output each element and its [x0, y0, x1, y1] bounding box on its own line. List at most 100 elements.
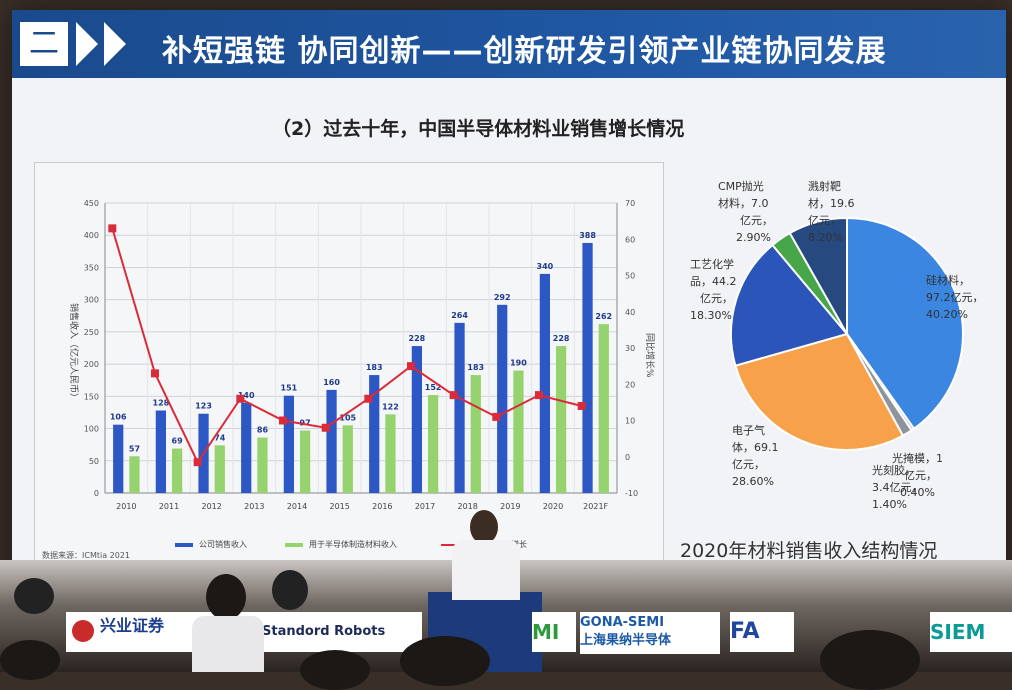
x-tick-label: 2021F	[583, 502, 608, 511]
data-label-materials: 105	[339, 413, 356, 422]
data-label-company: 140	[238, 391, 255, 400]
y-left-tick-label: 200	[84, 360, 99, 369]
y-right-tick-label: 20	[625, 380, 635, 389]
audience-head	[400, 636, 490, 686]
data-label-company: 183	[366, 363, 383, 372]
sponsor-logo-mi: MI	[532, 612, 576, 652]
sponsor-logo-robots: Standord Robots	[262, 612, 422, 652]
pie-slice	[846, 216, 964, 431]
x-tick-label: 2014	[287, 502, 307, 511]
chevron-icon	[104, 22, 126, 66]
y-right-tick-label: 70	[625, 199, 635, 208]
bar-chart: 0 50 100 150 200 250 300 350 400 450 -10 0 10 20 30 40 5…	[68, 199, 656, 549]
data-label-materials: 262	[595, 312, 612, 321]
bar-materials-revenue	[172, 448, 183, 493]
x-tick-label: 2017	[415, 502, 435, 511]
bar-materials-revenue	[342, 425, 353, 493]
legend-label-company: 公司销售收入	[199, 539, 247, 549]
pie-label-gas: 电子气 体，69.1 亿元， 28.60%	[732, 424, 779, 488]
bar-materials-revenue	[598, 324, 609, 493]
x-tick-label: 2015	[329, 502, 349, 511]
bar-company-revenue	[582, 242, 593, 493]
pie-label-target: 溅射靶 材，19.6 亿元， 8.20%	[808, 180, 855, 244]
audience-head	[0, 640, 60, 680]
data-label-materials: 97	[300, 418, 311, 427]
legend-swatch-company	[175, 543, 193, 547]
pie-label-silicon: 硅材料， 97.2亿元， 40.20%	[926, 274, 984, 321]
projection-screen: 二 补短强链 协同创新——创新研发引领产业链协同发展 （2）过去十年，中国半导体…	[12, 10, 1006, 610]
y-right-tick-label: 60	[625, 235, 635, 244]
audience-head	[206, 574, 246, 620]
data-label-company: 128	[153, 399, 170, 408]
data-label-materials: 122	[382, 402, 399, 411]
growth-marker	[321, 423, 330, 432]
camera-icon	[14, 578, 54, 614]
slide-title: 补短强链 协同创新——创新研发引领产业链协同发展	[162, 34, 887, 69]
data-label-company: 388	[579, 231, 596, 240]
data-label-company: 160	[323, 378, 340, 387]
data-label-company: 340	[537, 262, 554, 271]
legend-swatch-materials	[285, 543, 303, 547]
x-tick-label: 2013	[244, 502, 264, 511]
y-right-tick-label: 10	[625, 417, 635, 426]
growth-marker	[449, 391, 458, 400]
audience-head	[820, 630, 920, 690]
camera-icon	[272, 570, 308, 610]
pie-label-chemical: 工艺化学 品，44.2 亿元， 18.30%	[690, 258, 737, 322]
chart-subtitle: （2）过去十年，中国半导体材料业销售增长情况	[272, 118, 685, 140]
y-left-tick-label: 300	[84, 296, 99, 305]
growth-marker	[577, 402, 586, 410]
data-label-company: 151	[281, 384, 298, 393]
pie-slice	[730, 243, 849, 367]
bar-company-revenue	[155, 410, 166, 493]
pie-chart-title: 2020年材料销售收入结构情况	[680, 540, 938, 562]
data-label-materials: 57	[129, 444, 140, 453]
y-right-tick-label: -10	[625, 489, 638, 498]
growth-marker	[108, 224, 117, 233]
x-tick-label: 2011	[159, 502, 179, 511]
bar-company-revenue	[454, 322, 465, 493]
pie-label-cmp: CMP抛光 材料，7.0 亿元， 2.90%	[718, 180, 773, 244]
y-left-tick-label: 250	[84, 328, 99, 337]
x-tick-label: 2020	[543, 502, 563, 511]
pie-label-mask: 光掩模，1 亿元， 0.40%	[892, 452, 943, 499]
data-label-company: 106	[110, 413, 127, 422]
growth-marker	[364, 394, 373, 403]
bar-chart-panel: 0 50 100 150 200 250 300 350 400 450 -10 0 10 20 30 40 5…	[34, 162, 664, 574]
legend-label-materials: 用于半导体制造材料收入	[309, 539, 397, 549]
growth-marker	[407, 362, 415, 371]
chevron-icon	[76, 22, 98, 66]
y-left-tick-label: 0	[94, 489, 99, 498]
data-label-materials: 69	[172, 437, 184, 446]
growth-marker	[193, 458, 202, 467]
slide-banner: 二 补短强链 协同创新——创新研发引领产业链协同发展	[12, 10, 1006, 78]
bar-company-revenue	[411, 346, 422, 493]
sponsor-logo-fa: FA	[730, 612, 794, 652]
bar-materials-revenue	[385, 414, 396, 493]
x-tick-label: 2018	[457, 502, 477, 511]
y-left-tick-label: 450	[84, 199, 99, 208]
data-label-company: 123	[195, 402, 212, 411]
pie-slice	[788, 216, 848, 338]
bar-company-revenue	[241, 402, 252, 493]
x-tick-label: 2012	[201, 502, 221, 511]
bar-materials-revenue	[257, 437, 268, 493]
growth-marker	[151, 369, 159, 378]
y-left-tick-label: 50	[89, 457, 99, 466]
y-right-tick-label: 0	[625, 453, 630, 462]
pie-slice	[734, 332, 905, 451]
growth-marker	[492, 412, 501, 421]
bar-company-revenue	[283, 395, 294, 493]
bar-company-revenue	[539, 273, 550, 493]
growth-marker	[535, 391, 543, 400]
x-tick-label: 2016	[372, 502, 392, 511]
y-right-tick-label: 40	[625, 308, 635, 317]
x-tick-label: 2010	[116, 502, 136, 511]
data-label-materials: 74	[214, 433, 226, 442]
growth-marker	[279, 416, 287, 425]
y-right-tick-label: 50	[625, 272, 635, 281]
y-left-tick-label: 350	[84, 263, 99, 272]
sponsor-logo-gona: GONA-SEMI 上海果纳半导体	[580, 612, 720, 654]
data-label-company: 264	[451, 311, 468, 320]
sponsor-logo-siemens: SIEM	[930, 612, 1012, 652]
